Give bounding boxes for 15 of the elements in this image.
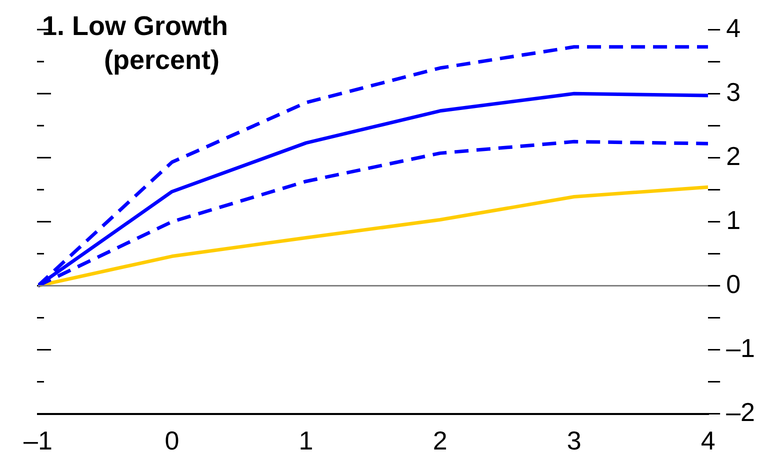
text: (percent) — [104, 44, 220, 75]
y-tick-label: 1 — [726, 204, 741, 235]
y-tick-label: 0 — [726, 268, 741, 299]
y-tick-label: 4 — [726, 12, 741, 43]
x-tick-label: 2 — [432, 426, 448, 456]
x-tick-label: 4 — [700, 426, 716, 456]
x-tick-label: –1 — [24, 426, 52, 456]
y-tick-label: –1 — [726, 332, 755, 363]
x-tick-label: 1 — [298, 426, 314, 456]
chart-title: 1. Low Growth — [42, 10, 228, 41]
x-tick-label: 0 — [164, 426, 180, 456]
y-tick-label: 3 — [726, 76, 741, 107]
y-tick-label: 2 — [726, 140, 741, 171]
x-tick-label: 3 — [566, 426, 582, 456]
y-tick-label: –2 — [726, 396, 755, 427]
